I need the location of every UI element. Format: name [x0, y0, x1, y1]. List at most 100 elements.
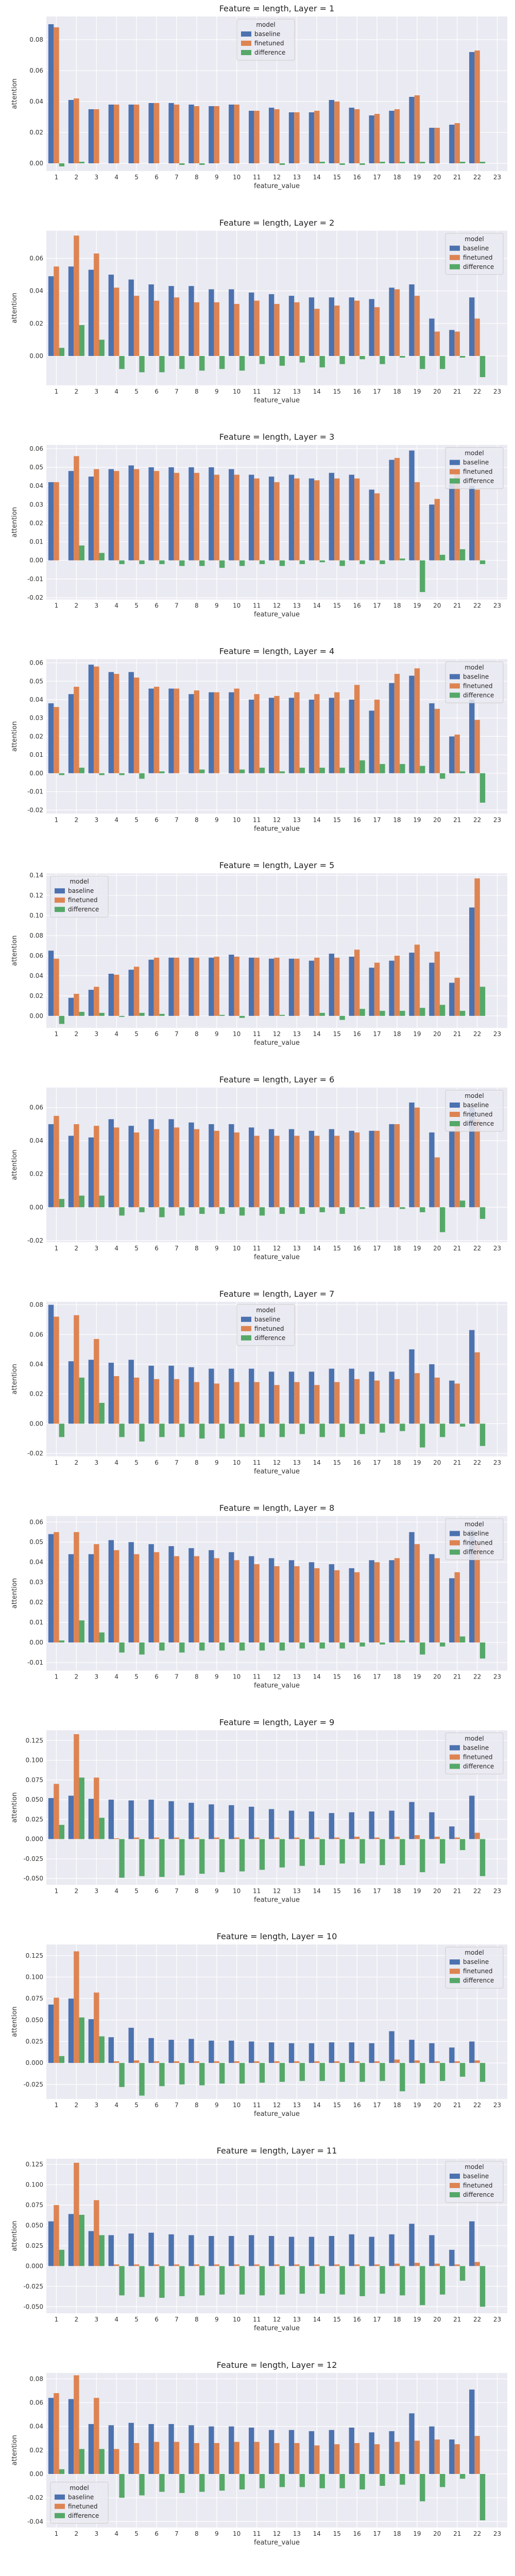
bar-baseline [329, 1368, 335, 1424]
legend: model baseline finetuned difference [445, 661, 504, 703]
y-tick-label: -0.025 [23, 2081, 43, 2088]
x-tick-label: 11 [253, 816, 261, 823]
bar-baseline [308, 2043, 315, 2063]
x-tick-label: 23 [493, 1245, 501, 1252]
x-tick-label: 15 [333, 1245, 341, 1252]
x-tick-label: 6 [154, 1245, 159, 1252]
x-tick-label: 13 [293, 388, 301, 395]
bar-difference [139, 2266, 145, 2297]
y-tick-label: 0.00 [29, 1012, 43, 1020]
x-tick-label: 17 [373, 2316, 381, 2323]
bar-difference [199, 769, 205, 773]
x-tick-label: 22 [473, 816, 481, 823]
bar-difference [299, 1642, 305, 1649]
bar-finetuned [234, 1560, 239, 1643]
x-tick-label: 6 [154, 2530, 159, 2537]
legend-label-baseline: baseline [463, 1744, 489, 1751]
bar-difference [400, 1423, 405, 1431]
x-axis-label: feature_value [254, 1896, 300, 1904]
bar-finetuned [174, 1556, 180, 1643]
bar-difference [380, 355, 385, 364]
bar-finetuned [54, 1115, 59, 1208]
chart-panel-11: Feature = length, Layer = 11 -0.050 -0.025… [11, 2146, 507, 2332]
x-tick-label: 21 [453, 816, 461, 823]
y-tick-label: 0.06 [29, 1518, 43, 1526]
bar-difference [179, 2473, 185, 2493]
x-tick-label: 9 [215, 388, 219, 395]
bar-difference [279, 1839, 285, 1868]
y-tick-label: -0.01 [27, 575, 43, 583]
bar-difference [319, 768, 325, 773]
bar-finetuned [434, 2263, 440, 2266]
bar-difference [179, 1423, 185, 1437]
legend-label-difference: difference [68, 906, 99, 913]
bar-difference [259, 1642, 265, 1651]
bar-difference [119, 1839, 125, 1878]
x-tick-label: 3 [94, 602, 98, 609]
y-tick-label: 0.04 [29, 696, 43, 703]
bar-baseline [168, 1546, 174, 1643]
bar-finetuned [214, 1558, 219, 1643]
x-tick-label: 13 [293, 602, 301, 609]
bar-finetuned [194, 1556, 200, 1643]
bar-finetuned [214, 2061, 219, 2063]
legend-label-finetuned: finetuned [463, 2182, 492, 2189]
bar-finetuned [114, 673, 119, 773]
bar-difference [199, 163, 205, 165]
bar-finetuned [474, 2436, 480, 2474]
bar-difference [359, 1839, 365, 1864]
bar-baseline [88, 2019, 94, 2063]
bar-difference [459, 2473, 466, 2479]
bar-finetuned [294, 1566, 300, 1643]
legend-title: model [465, 2163, 484, 2171]
bar-finetuned [314, 480, 320, 561]
bar-difference [319, 1642, 325, 1649]
bar-difference [459, 1636, 466, 1643]
x-tick-label: 22 [473, 602, 481, 609]
x-tick-label: 8 [195, 2530, 199, 2537]
y-tick-label: 0.04 [29, 98, 43, 105]
x-tick-label: 7 [175, 1030, 179, 1038]
x-tick-label: 20 [433, 602, 441, 609]
legend-swatch-difference [450, 264, 460, 269]
bar-baseline [409, 2413, 415, 2474]
y-tick-label: -0.050 [23, 2303, 43, 2310]
bar-difference [319, 162, 325, 163]
bar-finetuned [474, 2060, 480, 2063]
x-tick-label: 10 [233, 1245, 241, 1252]
bar-baseline [429, 1364, 435, 1424]
x-tick-label: 6 [154, 388, 159, 395]
bar-finetuned [153, 471, 160, 561]
legend-swatch-difference [450, 2192, 460, 2197]
bar-finetuned [133, 1377, 140, 1424]
bar-finetuned [274, 696, 280, 773]
x-tick-label: 12 [273, 1030, 281, 1038]
bar-baseline [148, 688, 154, 773]
bar-baseline [249, 1556, 254, 1643]
bar-difference [439, 1423, 445, 1437]
bar-difference [359, 1207, 365, 1209]
x-tick-label: 8 [195, 174, 199, 181]
bar-baseline [389, 2031, 394, 2063]
bar-difference [119, 773, 125, 775]
x-tick-label: 12 [273, 1887, 281, 1894]
y-tick-label: 0.00 [29, 1420, 43, 1427]
bar-finetuned [214, 474, 219, 561]
x-tick-label: 2 [75, 1030, 79, 1038]
bar-finetuned [354, 300, 360, 356]
x-tick-label: 19 [413, 1459, 421, 1466]
bar-finetuned [234, 688, 239, 773]
bar-baseline [349, 2427, 354, 2474]
bar-baseline [429, 2235, 435, 2266]
bar-difference [199, 2063, 205, 2086]
legend-swatch-baseline [55, 2494, 65, 2500]
x-tick-label: 12 [273, 1459, 281, 1466]
bar-finetuned [474, 1542, 480, 1643]
bar-baseline [249, 1806, 254, 1839]
x-tick-label: 3 [94, 2316, 98, 2323]
bar-finetuned [114, 2061, 119, 2063]
x-tick-label: 11 [253, 1887, 261, 1894]
bar-finetuned [194, 2061, 200, 2063]
x-tick-label: 9 [215, 1245, 219, 1252]
legend-swatch-finetuned [450, 1540, 460, 1546]
